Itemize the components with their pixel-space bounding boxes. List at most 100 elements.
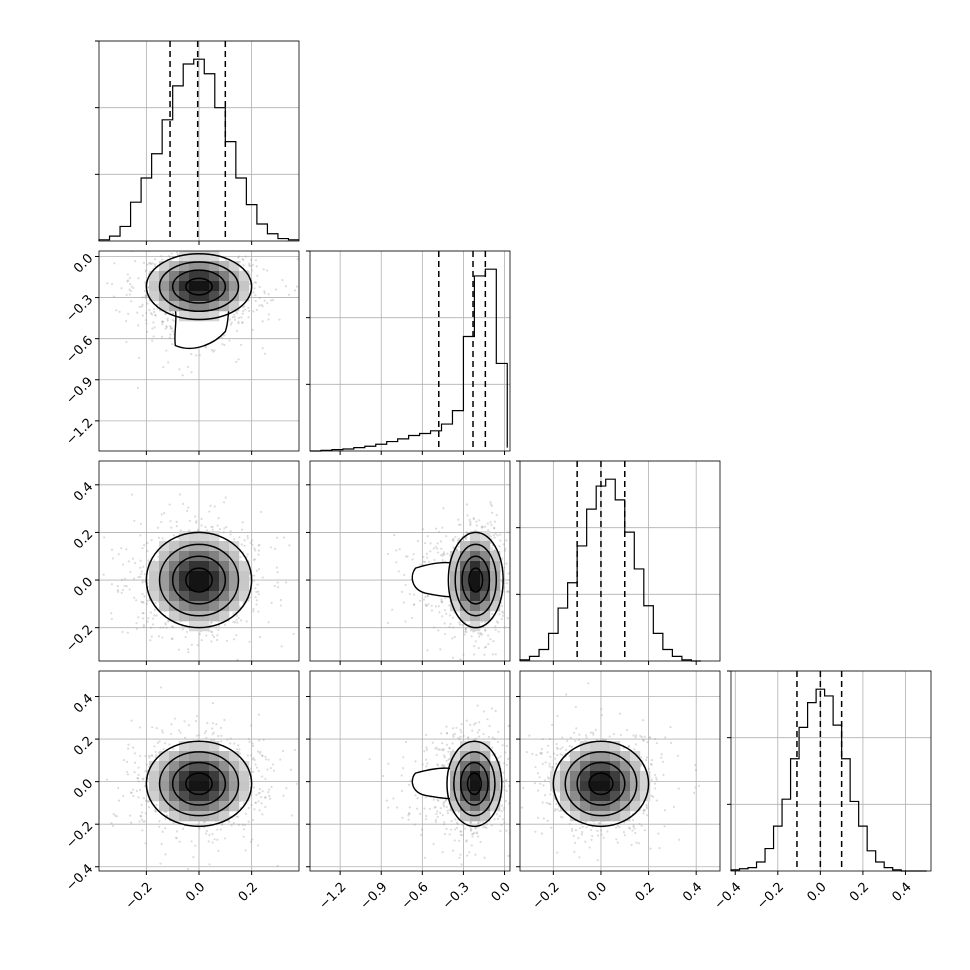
density-cell (490, 761, 501, 772)
sample-point (515, 785, 517, 787)
sample-point (133, 577, 136, 580)
sample-point (426, 762, 429, 765)
sample-point (181, 628, 184, 631)
sample-point (217, 517, 220, 520)
density-cell (470, 541, 481, 552)
sample-point (129, 821, 133, 824)
sample-point (148, 756, 151, 759)
sample-point (479, 820, 482, 824)
sample-point (484, 826, 487, 829)
sample-point (437, 530, 441, 534)
sample-point (368, 758, 371, 761)
density-cell (169, 811, 180, 822)
sample-point (217, 628, 220, 631)
sample-point (145, 799, 148, 802)
sample-point (474, 827, 477, 830)
sample-point (267, 758, 270, 761)
sample-point (240, 528, 244, 531)
sample-point (185, 630, 189, 633)
density-cell (219, 791, 230, 802)
sample-point (252, 558, 256, 562)
sample-point (424, 595, 427, 599)
sample-point (230, 824, 233, 827)
sample-point (186, 867, 190, 871)
sample-point (442, 803, 445, 806)
density-cell (199, 791, 210, 802)
sample-point (502, 543, 505, 546)
sample-point (121, 563, 125, 566)
sample-point (144, 270, 147, 273)
sample-point (131, 557, 135, 560)
density-cell (189, 761, 200, 772)
sample-point (209, 504, 212, 507)
sample-point (442, 801, 445, 804)
sample-point (413, 823, 416, 826)
sample-point (448, 747, 451, 750)
sample-point (443, 823, 446, 826)
sample-point (501, 818, 505, 821)
sample-point (250, 258, 253, 262)
sample-point (462, 653, 465, 656)
density-cell (239, 291, 250, 302)
sample-point (453, 839, 456, 842)
sample-point (499, 755, 502, 758)
sample-point (157, 555, 160, 558)
sample-point (135, 599, 138, 602)
sample-point (504, 751, 507, 754)
sample-point (412, 603, 416, 606)
sample-point (142, 612, 145, 615)
sample-point (448, 614, 452, 617)
density-contour (453, 751, 496, 817)
sample-point (491, 746, 494, 749)
sample-point (217, 624, 221, 627)
sample-point (168, 503, 171, 506)
sample-point (164, 312, 167, 315)
sample-point (143, 544, 146, 547)
sample-point (395, 561, 398, 564)
sample-point (144, 294, 147, 297)
sample-point (142, 601, 145, 604)
sample-point (255, 766, 259, 769)
sample-point (211, 528, 214, 531)
sample-point (282, 794, 285, 797)
sample-point (424, 758, 428, 761)
sample-point (155, 753, 158, 757)
sample-point (154, 750, 157, 754)
sample-point (444, 632, 447, 636)
density-contour (446, 740, 503, 828)
sample-point (248, 262, 251, 265)
sample-point (232, 620, 235, 624)
sample-point (264, 755, 267, 758)
sample-point (506, 617, 509, 620)
sample-point (436, 551, 440, 554)
density-cell (470, 751, 481, 762)
sample-point (116, 589, 120, 592)
sample-point (433, 626, 436, 629)
sample-point (481, 525, 484, 528)
density-cell (480, 771, 491, 782)
sample-point (434, 545, 437, 548)
sample-point (261, 790, 264, 793)
sample-point (264, 777, 267, 781)
sample-point (442, 805, 446, 808)
sample-point (265, 758, 268, 761)
sample-point (465, 839, 469, 842)
density-cell (189, 751, 200, 762)
density-cell (199, 541, 210, 552)
sample-point (240, 321, 244, 324)
sample-point (451, 749, 455, 752)
sample-point (137, 796, 140, 799)
density-cell (229, 781, 240, 792)
density-cell (470, 801, 481, 812)
sample-point (258, 285, 261, 289)
density-cell (450, 801, 461, 812)
sample-point (163, 512, 166, 515)
sample-point (251, 328, 254, 332)
sample-point (249, 767, 252, 770)
sample-point (233, 316, 236, 319)
density-cell (159, 781, 170, 792)
sample-point (420, 828, 424, 831)
sample-point (385, 799, 388, 802)
sample-point (142, 261, 146, 264)
sample-point (263, 292, 266, 295)
